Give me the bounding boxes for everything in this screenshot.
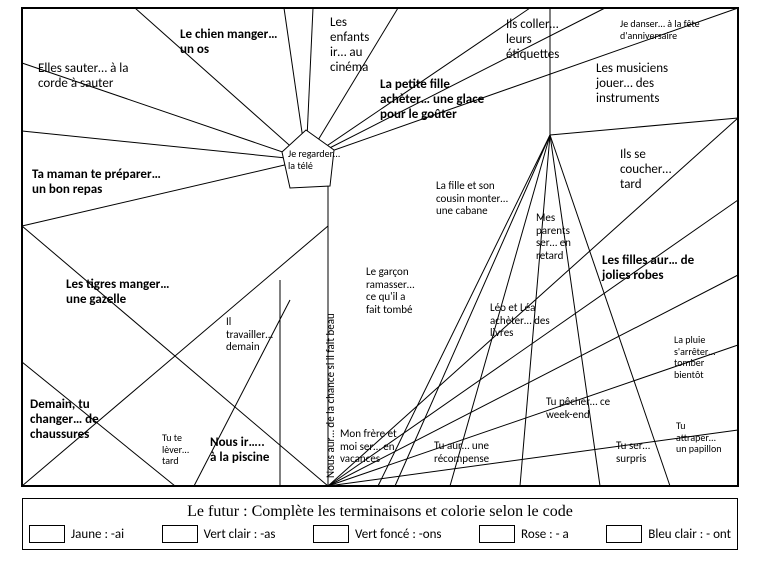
cell-c11: Ils se coucher… tard (620, 148, 671, 193)
color-swatch (479, 525, 515, 543)
cell-c10: La fille et son cousin monter… une caban… (436, 180, 508, 218)
legend-item-2: Vert foncé : -ons (313, 525, 441, 543)
color-swatch (313, 525, 349, 543)
color-swatch (162, 525, 198, 543)
cell-c23: Tu aur… une récompense (434, 440, 489, 465)
cell-c21: Nous ir….. à la piscine (210, 436, 269, 466)
cell-c4: La petite fille achèter… une glace pour … (380, 78, 484, 123)
legend-label: Rose : - a (521, 527, 569, 542)
cell-c6: Je danser… à la fête d'anniversaire (620, 18, 700, 41)
legend-title: Le futur : Complète les terminaisons et … (29, 503, 731, 521)
legend-row: Jaune : -ai Vert clair : -as Vert foncé : … (29, 525, 731, 543)
cell-c14: Les tigres manger… une gazelle (66, 278, 170, 308)
cell-c7: Les musiciens jouer… des instruments (596, 62, 668, 107)
cell-c18: La pluie s'arrêter… tomber bientôt (674, 334, 715, 380)
color-swatch (606, 525, 642, 543)
legend-label: Jaune : -ai (71, 527, 124, 542)
vertical-sentence: Nous aur… de la chance si il fait beau (324, 313, 337, 478)
cell-c2: Le chien manger… un os (180, 28, 277, 58)
cell-c5: Ils coller… leurs étiquettes (506, 18, 559, 63)
cell-c13: Les filles aur… de jolies robes (602, 254, 694, 284)
worksheet-page: Elles sauter… à la corde à sauter Le chie… (0, 0, 760, 564)
legend-item-0: Jaune : -ai (29, 525, 124, 543)
cell-c15: Il travailler… demain (226, 316, 273, 354)
cell-c16: Le garçon ramasser… ce qu'il a fait tomb… (366, 266, 414, 317)
legend-label: Vert clair : -as (204, 527, 276, 542)
cell-c19: Demain, tu changer… de chaussures (30, 398, 99, 443)
color-swatch (29, 525, 65, 543)
legend-item-1: Vert clair : -as (162, 525, 276, 543)
cell-c22: Mon frère et moi ser… en vacances (340, 428, 397, 466)
cell-c8: Ta maman te préparer… un bon repas (32, 168, 161, 198)
legend-item-3: Rose : - a (479, 525, 569, 543)
legend-label: Bleu clair : - ont (648, 527, 731, 542)
cell-c17: Léo et Léa achèter… des livres (490, 302, 550, 340)
cell-c25: Tu ser… surpris (616, 440, 650, 465)
cell-c20: Tu te lèver… tard (162, 432, 189, 467)
cell-c26: Tu attraper… un papillon (676, 420, 721, 455)
legend-label: Vert foncé : -ons (355, 527, 441, 542)
legend-item-4: Bleu clair : - ont (606, 525, 731, 543)
legend-box: Le futur : Complète les terminaisons et … (22, 498, 738, 550)
cell-c24: Tu pêcher… ce week-end (546, 396, 610, 421)
cell-c9: Je regarder… la télé (288, 148, 340, 171)
cell-c1: Elles sauter… à la corde à sauter (38, 62, 128, 92)
cell-c3: Les enfants ir… au cinéma (330, 16, 369, 76)
cell-c12: Mes parents ser… en retard (536, 212, 571, 263)
